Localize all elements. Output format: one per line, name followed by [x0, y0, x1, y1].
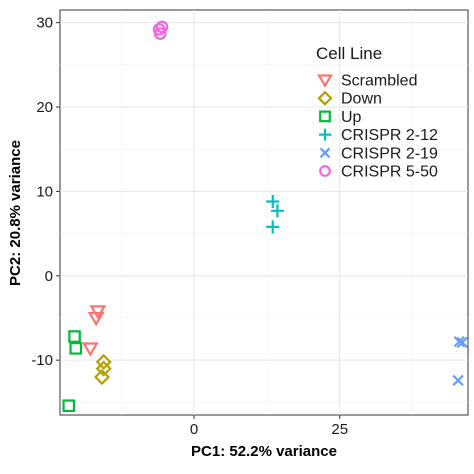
series-crispr-2-12 — [266, 195, 284, 234]
data-point — [153, 27, 167, 40]
series-down — [93, 353, 112, 386]
legend-key — [319, 110, 331, 123]
axis-ticks: 0 25 -10 0 10 20 30 — [31, 15, 348, 438]
legend-key — [319, 128, 331, 141]
y-axis-label: PC2: 20.8% variance — [7, 140, 24, 286]
legend-key — [317, 74, 333, 88]
y-tick-label: 20 — [36, 99, 53, 116]
data-point — [95, 353, 112, 370]
data-point — [453, 335, 465, 348]
series-up — [62, 330, 83, 413]
legend-entry: Scrambled — [317, 73, 417, 90]
x-tick-label: 25 — [331, 421, 348, 438]
data-point — [87, 311, 105, 327]
series-crispr-2-19 — [452, 335, 468, 387]
data-point — [81, 342, 99, 357]
data-point — [95, 360, 112, 377]
legend-key — [319, 147, 331, 159]
legend-entry: CRISPR 5-50 — [319, 164, 438, 181]
legend-entry: Down — [317, 90, 382, 108]
data-point — [68, 330, 81, 343]
y-tick-label: 30 — [36, 15, 53, 32]
data-point — [452, 374, 464, 387]
y-tick-label: -10 — [31, 352, 53, 369]
legend-entry: CRISPR 2-19 — [319, 145, 438, 162]
data-point — [266, 220, 280, 234]
data-point — [266, 195, 280, 209]
series-crispr-5-50 — [152, 20, 169, 40]
data-point — [69, 342, 83, 355]
legend-key — [319, 165, 331, 177]
legend-entry: CRISPR 2-12 — [319, 127, 438, 144]
legend-title: Cell Line — [316, 44, 382, 63]
data-point — [456, 336, 468, 349]
legend-label: Down — [341, 91, 382, 108]
series-scrambled — [81, 305, 107, 357]
data-point — [155, 20, 169, 34]
x-axis-label: PC1: 52.2% variance — [191, 443, 337, 460]
legend-label: CRISPR 2-19 — [341, 145, 438, 162]
plot-panel — [59, 9, 469, 416]
y-tick-label: 0 — [45, 268, 53, 285]
x-tick-label: 0 — [190, 421, 198, 438]
legend-label: CRISPR 2-12 — [341, 127, 438, 144]
legend-key — [317, 90, 333, 106]
data-point — [62, 399, 76, 413]
data-point — [270, 204, 284, 218]
legend-label: Up — [341, 109, 362, 126]
grid-minor — [60, 10, 468, 415]
y-tick-label: 10 — [36, 183, 53, 200]
data-points — [62, 20, 468, 413]
legend-label: CRISPR 5-50 — [341, 164, 438, 181]
grid-major — [60, 10, 468, 415]
data-point — [93, 368, 111, 386]
legend-label: Scrambled — [341, 73, 417, 90]
data-point — [89, 305, 107, 320]
legend-entry: Up — [319, 109, 362, 126]
